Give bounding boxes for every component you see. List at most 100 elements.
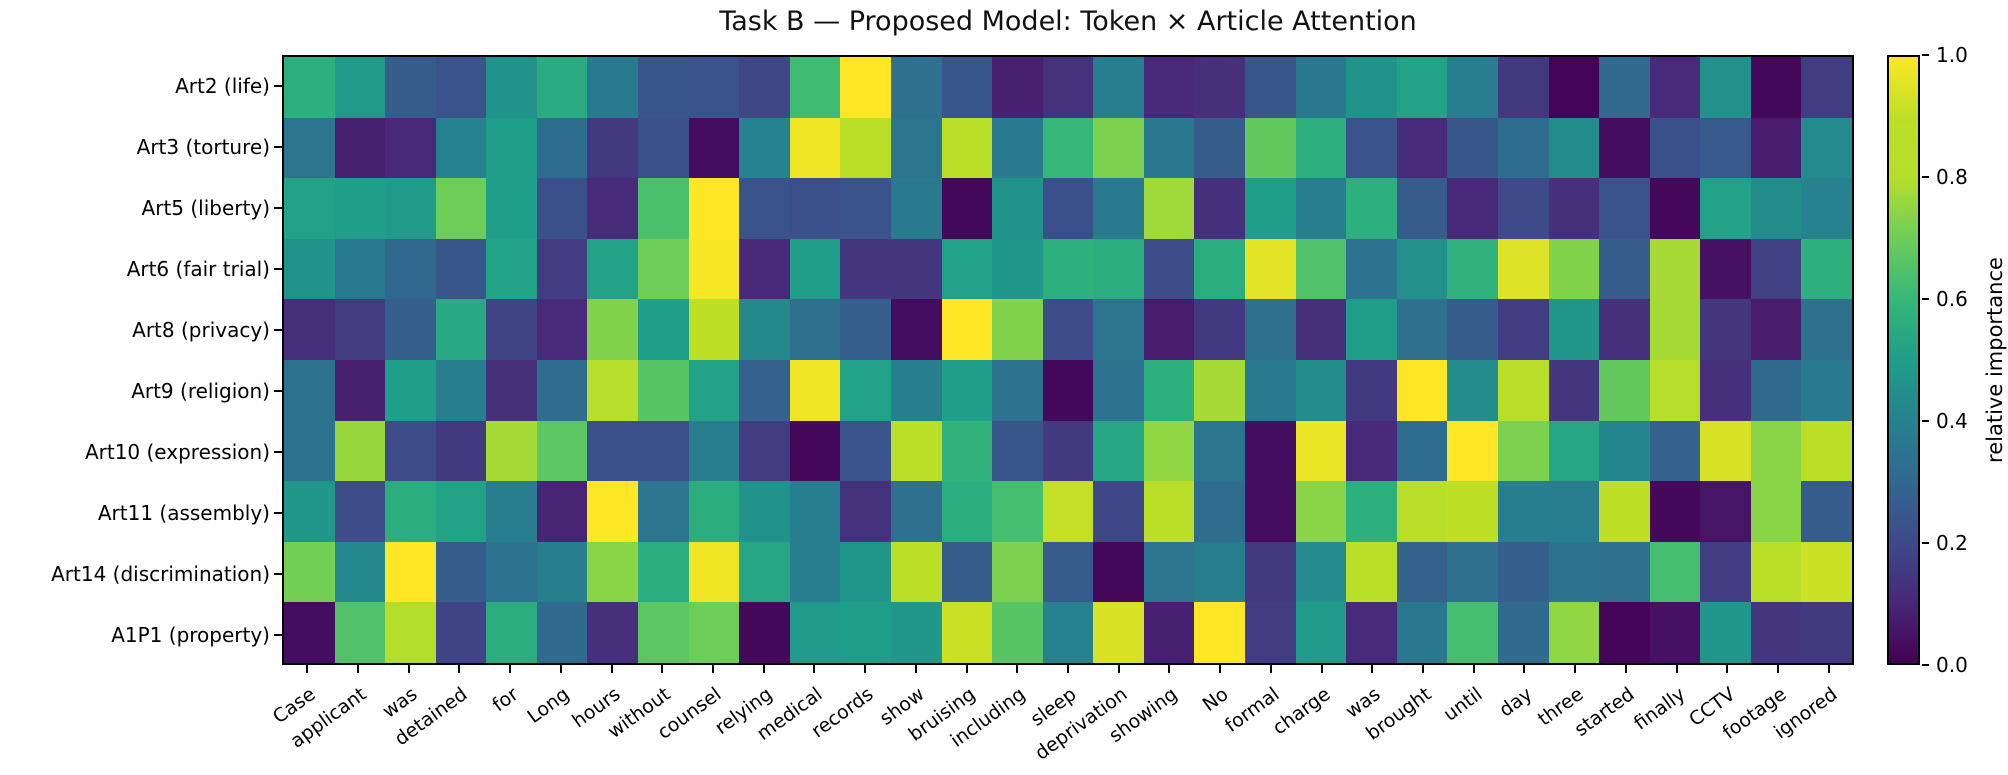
- heatmap-cell: [1548, 541, 1600, 603]
- tick-mark: [1776, 665, 1779, 673]
- heatmap-plot: [282, 55, 1854, 665]
- heatmap-cell: [1447, 299, 1498, 360]
- heatmap-cell: [1750, 481, 1802, 542]
- heatmap-cell: [1346, 420, 1397, 482]
- heatmap-cell: [1295, 541, 1347, 603]
- heatmap-cell: [1447, 541, 1498, 603]
- tick-mark: [1922, 298, 1929, 300]
- heatmap-cell: [1497, 238, 1549, 300]
- heatmap-cell: [587, 420, 639, 482]
- heatmap-cell: [941, 57, 993, 118]
- heatmap-cell: [536, 299, 588, 360]
- heatmap-cell: [992, 602, 1043, 663]
- tick-mark: [274, 145, 282, 148]
- heatmap-cell: [1750, 57, 1802, 118]
- heatmap-cell: [334, 238, 386, 300]
- tick-mark: [274, 328, 282, 331]
- heatmap-cell: [536, 57, 588, 118]
- heatmap-cell: [334, 299, 386, 360]
- heatmap-cell: [1801, 481, 1852, 542]
- heatmap-cell: [1801, 238, 1852, 300]
- heatmap-cell: [1447, 359, 1498, 421]
- colorbar-tick-label: 0.8: [1936, 165, 1968, 189]
- heatmap-cell: [739, 541, 790, 603]
- heatmap-cell: [587, 299, 639, 360]
- heatmap-cell: [1649, 602, 1701, 663]
- heatmap-cell: [385, 359, 436, 421]
- heatmap-cell: [1194, 299, 1246, 360]
- heatmap-cell: [941, 602, 993, 663]
- heatmap-cell: [1548, 359, 1600, 421]
- heatmap-cell: [1245, 359, 1296, 421]
- heatmap-cell: [435, 481, 487, 542]
- tick-mark: [1922, 664, 1929, 666]
- heatmap-cell: [1245, 178, 1296, 239]
- heatmap-cell: [284, 299, 335, 360]
- tick-mark: [1922, 420, 1929, 422]
- tick-mark: [1574, 665, 1577, 673]
- heatmap-cell: [941, 117, 993, 179]
- heatmap-cell: [941, 299, 993, 360]
- heatmap-cell: [1700, 359, 1751, 421]
- heatmap-cell: [789, 238, 841, 300]
- heatmap-cell: [284, 359, 335, 421]
- x-tick-label: until: [1439, 683, 1487, 726]
- heatmap-cell: [1245, 602, 1296, 663]
- y-tick-label: Art10 (expression): [84, 439, 270, 464]
- x-tick-label: for: [488, 683, 523, 717]
- heatmap-cell: [1295, 602, 1347, 663]
- heatmap-cell: [1194, 57, 1246, 118]
- heatmap-cell: [1042, 57, 1094, 118]
- heatmap-cell: [334, 541, 386, 603]
- heatmap-cell: [284, 57, 335, 118]
- heatmap-cell: [1194, 602, 1246, 663]
- tick-mark: [357, 665, 360, 673]
- heatmap-cell: [789, 178, 841, 239]
- heatmap-cell: [1649, 117, 1701, 179]
- heatmap-cell: [1649, 178, 1701, 239]
- heatmap-cell: [284, 602, 335, 663]
- heatmap-cell: [1194, 359, 1246, 421]
- heatmap-cell: [1548, 178, 1600, 239]
- heatmap-cell: [1497, 178, 1549, 239]
- heatmap-cell: [890, 359, 942, 421]
- heatmap-cell: [486, 299, 537, 360]
- heatmap-cell: [688, 420, 740, 482]
- heatmap-cell: [739, 359, 790, 421]
- heatmap-cell: [1750, 420, 1802, 482]
- heatmap-cell: [688, 117, 740, 179]
- heatmap-cell: [840, 117, 891, 179]
- heatmap-cell: [1093, 57, 1144, 118]
- heatmap-cell: [890, 481, 942, 542]
- heatmap-cell: [385, 57, 436, 118]
- heatmap-cell: [1346, 481, 1397, 542]
- heatmap-cell: [1194, 178, 1246, 239]
- heatmap-cell: [1599, 359, 1650, 421]
- tick-mark: [274, 450, 282, 453]
- heatmap-cell: [536, 117, 588, 179]
- heatmap-cell: [486, 57, 537, 118]
- heatmap-cell: [435, 541, 487, 603]
- heatmap-cell: [486, 238, 537, 300]
- heatmap-cell: [1143, 541, 1195, 603]
- heatmap-cell: [435, 117, 487, 179]
- heatmap-cell: [638, 117, 689, 179]
- heatmap-cell: [1194, 420, 1246, 482]
- heatmap-cell: [486, 602, 537, 663]
- heatmap-cell: [334, 481, 386, 542]
- heatmap-cell: [1599, 420, 1650, 482]
- heatmap-cell: [486, 481, 537, 542]
- heatmap-cell: [1346, 57, 1397, 118]
- heatmap-cell: [1042, 299, 1094, 360]
- heatmap-cell: [587, 238, 639, 300]
- chart-title: Task B — Proposed Model: Token × Article…: [719, 6, 1417, 37]
- tick-mark: [1922, 54, 1929, 56]
- heatmap-cell: [1750, 117, 1802, 179]
- tick-mark: [661, 665, 664, 673]
- heatmap-cell: [1497, 57, 1549, 118]
- heatmap-cell: [1295, 359, 1347, 421]
- tick-mark: [274, 84, 282, 87]
- heatmap-cell: [587, 178, 639, 239]
- heatmap-cell: [1346, 178, 1397, 239]
